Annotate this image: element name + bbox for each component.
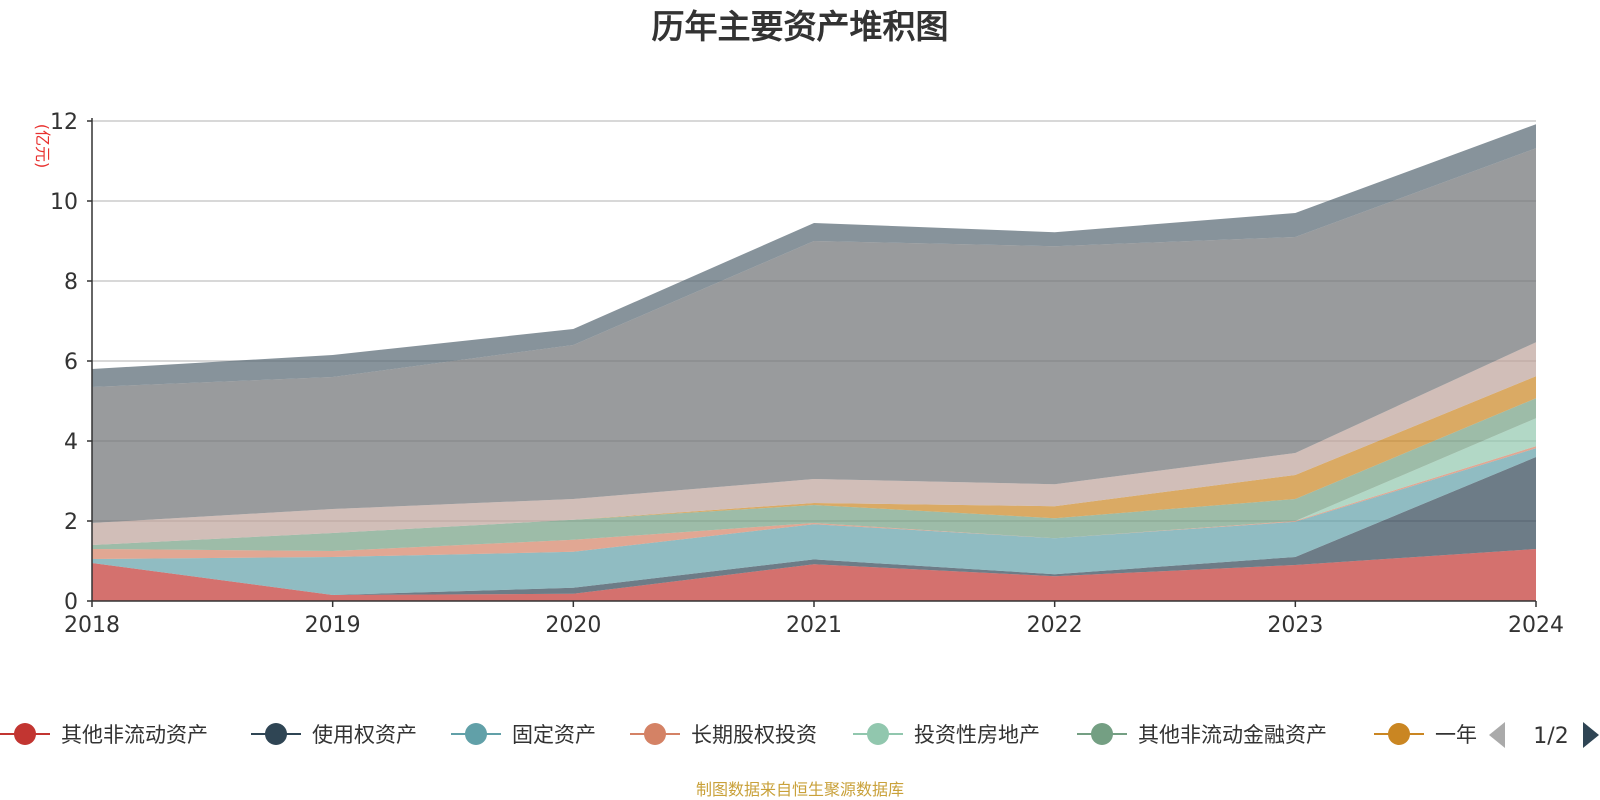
y-tick-label-3: 6 bbox=[64, 350, 78, 375]
area-series-9 bbox=[92, 124, 1536, 387]
legend-label: 其他非流动金融资产 bbox=[1138, 723, 1327, 747]
area-series-6 bbox=[92, 376, 1536, 545]
legend-item-5[interactable]: 其他非流动金融资产 bbox=[1077, 723, 1327, 747]
x-tick-label-5: 2023 bbox=[1267, 613, 1323, 638]
area-series-8 bbox=[92, 148, 1536, 523]
y-axis-unit-label: (亿元) bbox=[33, 124, 52, 169]
y-tick-label-1: 2 bbox=[64, 510, 78, 535]
legend-label: 使用权资产 bbox=[312, 723, 417, 747]
legend-item-0[interactable]: 其他非流动资产 bbox=[0, 723, 208, 747]
legend-item-4[interactable]: 投资性房地产 bbox=[853, 723, 1040, 747]
legend-page-indicator: 1/2 bbox=[1533, 724, 1568, 749]
legend-label: 一年 bbox=[1435, 723, 1477, 747]
legend-item-6[interactable]: 一年 bbox=[1374, 723, 1477, 747]
legend-label: 固定资产 bbox=[512, 723, 596, 747]
area-series-2 bbox=[92, 448, 1536, 595]
y-tick-label-0: 0 bbox=[64, 590, 78, 615]
legend-prev-page-icon[interactable] bbox=[1489, 722, 1505, 748]
axes: 0 2 4 6 8 10 12 2018 2019 2020 2021 2022 2023 2024 bbox=[50, 110, 1564, 638]
legend-marker bbox=[14, 723, 36, 745]
y-tick-label-2: 4 bbox=[64, 430, 78, 455]
legend-marker bbox=[1091, 723, 1113, 745]
source-note: 制图数据来自恒生聚源数据库 bbox=[696, 780, 904, 799]
x-tick-label-1: 2019 bbox=[305, 613, 361, 638]
y-tick-label-5: 10 bbox=[50, 190, 78, 215]
x-tick-label-0: 2018 bbox=[64, 613, 120, 638]
legend-marker bbox=[265, 723, 287, 745]
legend-marker bbox=[644, 723, 666, 745]
legend-marker bbox=[465, 723, 487, 745]
y-tick-label-6: 12 bbox=[50, 110, 78, 135]
legend: 其他非流动资产 使用权资产 固定资产 长期股权投资 投资性房地产 其他非流动金融资产 一年 1… bbox=[0, 722, 1599, 749]
chart-title: 历年主要资产堆积图 bbox=[652, 7, 949, 46]
legend-item-3[interactable]: 长期股权投资 bbox=[630, 723, 817, 747]
x-tick-label-6: 2024 bbox=[1508, 613, 1564, 638]
stacked-areas bbox=[92, 124, 1536, 601]
legend-next-page-icon[interactable] bbox=[1583, 722, 1599, 748]
legend-marker bbox=[1388, 723, 1410, 745]
legend-marker bbox=[867, 723, 889, 745]
area-series-0 bbox=[92, 549, 1536, 601]
legend-label: 其他非流动资产 bbox=[61, 723, 208, 747]
x-tick-label-4: 2022 bbox=[1027, 613, 1083, 638]
y-tick-label-4: 8 bbox=[64, 270, 78, 295]
legend-item-2[interactable]: 固定资产 bbox=[451, 723, 596, 747]
x-tick-label-3: 2021 bbox=[786, 613, 842, 638]
legend-item-1[interactable]: 使用权资产 bbox=[251, 723, 417, 747]
area-series-7 bbox=[92, 342, 1536, 545]
legend-label: 投资性房地产 bbox=[914, 723, 1040, 747]
area-series-5 bbox=[92, 398, 1536, 551]
legend-label: 长期股权投资 bbox=[691, 723, 817, 747]
x-tick-label-2: 2020 bbox=[545, 613, 601, 638]
